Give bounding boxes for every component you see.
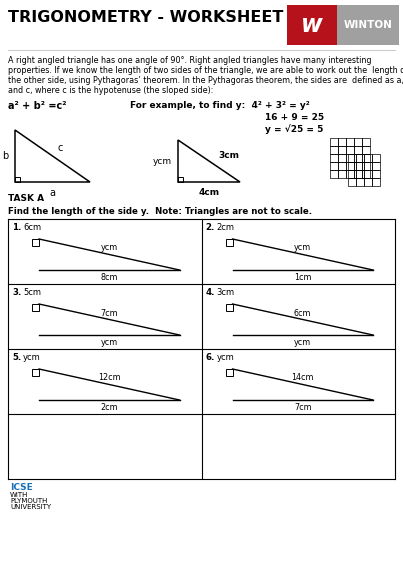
Text: c: c: [58, 143, 63, 153]
Text: 3cm: 3cm: [216, 288, 235, 297]
Bar: [226, 304, 233, 311]
Bar: [226, 239, 233, 246]
Text: b: b: [2, 151, 8, 161]
Text: ycm: ycm: [101, 243, 118, 253]
Bar: [330, 154, 338, 162]
Text: Find the length of the side y.  Note: Triangles are not to scale.: Find the length of the side y. Note: Tri…: [8, 207, 312, 216]
Text: 2cm: 2cm: [100, 403, 118, 412]
Bar: [338, 154, 346, 162]
Text: WITH: WITH: [10, 492, 28, 498]
Bar: [330, 146, 338, 154]
Bar: [354, 138, 362, 146]
Bar: [32, 304, 39, 311]
Text: UNIVERSITY: UNIVERSITY: [10, 504, 51, 510]
Bar: [346, 170, 354, 178]
Text: 3.: 3.: [12, 288, 21, 297]
Bar: [356, 162, 364, 170]
Text: w: w: [301, 13, 323, 37]
Text: 7cm: 7cm: [294, 403, 312, 412]
Text: 4cm: 4cm: [198, 188, 220, 197]
Text: the other side, using Pythagoras’ theorem. In the Pythagoras theorem, the sides : the other side, using Pythagoras’ theore…: [8, 76, 403, 85]
Bar: [346, 138, 354, 146]
Bar: [32, 369, 39, 376]
Bar: [356, 154, 364, 162]
Text: y = √25 = 5: y = √25 = 5: [265, 124, 323, 134]
Bar: [372, 170, 380, 178]
Bar: [226, 369, 233, 376]
Bar: [362, 146, 370, 154]
Text: a² + b² =c²: a² + b² =c²: [8, 101, 66, 111]
Text: 6.: 6.: [206, 353, 215, 362]
Bar: [346, 154, 354, 162]
Bar: [372, 178, 380, 186]
Text: 5cm: 5cm: [23, 288, 41, 297]
Bar: [348, 178, 356, 186]
Bar: [338, 170, 346, 178]
Text: 2cm: 2cm: [216, 223, 235, 232]
Bar: [346, 162, 354, 170]
Text: 16 + 9 = 25: 16 + 9 = 25: [265, 113, 324, 122]
Bar: [354, 146, 362, 154]
Text: and c, where c is the hypotenuse (the sloped side):: and c, where c is the hypotenuse (the sl…: [8, 86, 213, 95]
Bar: [362, 162, 370, 170]
Text: 5.: 5.: [12, 353, 21, 362]
Text: A right angled triangle has one angle of 90°. Right angled triangles have many i: A right angled triangle has one angle of…: [8, 56, 372, 65]
Bar: [338, 146, 346, 154]
Bar: [338, 138, 346, 146]
Bar: [364, 154, 372, 162]
Text: 3cm: 3cm: [218, 152, 239, 161]
Text: 12cm: 12cm: [98, 373, 120, 382]
Bar: [356, 178, 364, 186]
Bar: [364, 170, 372, 178]
Bar: [354, 170, 362, 178]
Text: ycm: ycm: [153, 157, 172, 165]
Bar: [338, 162, 346, 170]
Bar: [362, 154, 370, 162]
Bar: [354, 154, 362, 162]
Bar: [348, 154, 356, 162]
Text: ycm: ycm: [216, 353, 234, 362]
Bar: [372, 162, 380, 170]
Text: 6cm: 6cm: [294, 308, 312, 317]
Bar: [348, 162, 356, 170]
Text: ycm: ycm: [23, 353, 41, 362]
Text: PLYMOUTH: PLYMOUTH: [10, 498, 48, 504]
Text: For example, to find y:  4² + 3² = y²: For example, to find y: 4² + 3² = y²: [130, 101, 310, 110]
Bar: [356, 170, 364, 178]
Text: 4.: 4.: [206, 288, 215, 297]
Text: 1cm: 1cm: [294, 273, 312, 282]
Text: WINTON: WINTON: [344, 20, 393, 30]
Bar: [287, 5, 337, 45]
Bar: [364, 162, 372, 170]
Text: 6cm: 6cm: [23, 223, 41, 232]
Bar: [364, 178, 372, 186]
Bar: [330, 138, 338, 146]
Bar: [354, 162, 362, 170]
Text: 14cm: 14cm: [291, 373, 314, 382]
Bar: [32, 239, 39, 246]
Text: ycm: ycm: [294, 243, 312, 253]
Bar: [287, 5, 399, 45]
Text: TRIGONOMETRY - WORKSHEET: TRIGONOMETRY - WORKSHEET: [8, 10, 283, 25]
Bar: [372, 154, 380, 162]
Text: 2.: 2.: [206, 223, 215, 232]
Bar: [15, 177, 20, 182]
Text: a: a: [49, 188, 55, 198]
Text: ycm: ycm: [294, 338, 312, 347]
Text: 8cm: 8cm: [100, 273, 118, 282]
Bar: [362, 138, 370, 146]
Bar: [330, 170, 338, 178]
Text: properties. If we know the length of two sides of the triangle, we are able to w: properties. If we know the length of two…: [8, 66, 403, 75]
Text: 1.: 1.: [12, 223, 21, 232]
Text: ICSE: ICSE: [10, 483, 33, 492]
Bar: [362, 170, 370, 178]
Bar: [346, 146, 354, 154]
Text: TASK A: TASK A: [8, 194, 44, 203]
Text: ycm: ycm: [101, 338, 118, 347]
Bar: [178, 177, 183, 182]
Bar: [348, 170, 356, 178]
Text: 7cm: 7cm: [100, 308, 118, 317]
Bar: [330, 162, 338, 170]
